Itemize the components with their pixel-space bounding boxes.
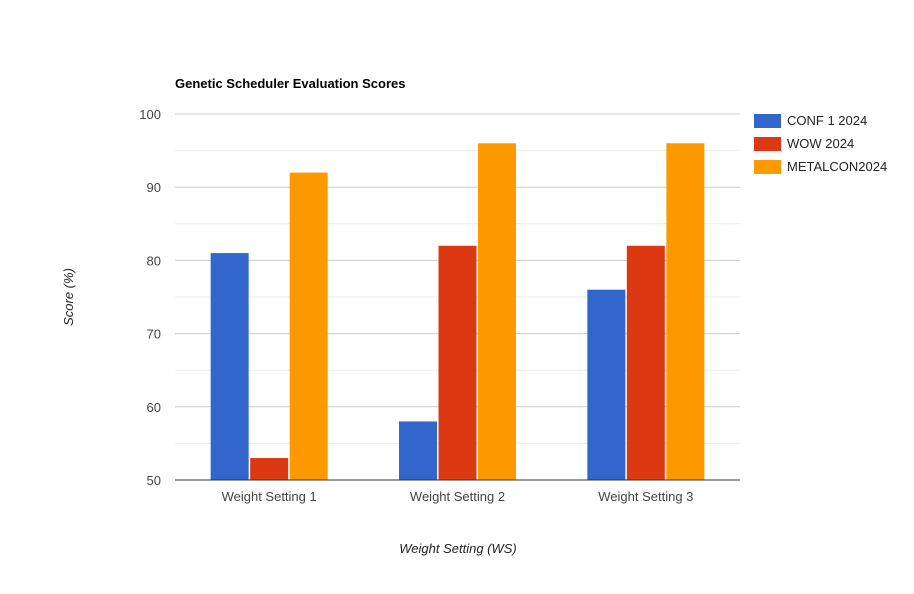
x-tick-label: Weight Setting 2 [410,489,505,504]
bar-wow-2024-2 [438,245,477,480]
y-tick-labels: 50 60 70 80 90 100 [139,107,161,488]
x-tick-label: Weight Setting 3 [598,489,693,504]
bar-wow-2024-3 [626,245,665,480]
bar-metalcon2024-1 [289,172,328,480]
legend-swatch [754,114,781,128]
bar-conf-1-2024-2 [399,421,437,480]
y-tick-label: 100 [139,107,161,122]
bar-wow-2024-1 [250,458,289,480]
y-tick-label: 80 [147,253,161,268]
bar-conf-1-2024-1 [210,253,249,480]
x-axis-title: Weight Setting (WS) [399,541,517,556]
legend: CONF 1 2024 WOW 2024 METALCON2024 [754,113,887,174]
y-axis-title: Score (%) [61,268,76,326]
legend-label: METALCON2024 [787,159,887,174]
legend-label: CONF 1 2024 [787,113,867,128]
y-tick-label: 60 [147,400,161,415]
bars [210,143,705,480]
legend-swatch [754,160,781,174]
x-tick-labels: Weight Setting 1 Weight Setting 2 Weight S… [222,489,694,504]
y-tick-label: 50 [147,473,161,488]
bar-metalcon2024-2 [478,143,516,480]
legend-label: WOW 2024 [787,136,854,151]
bar-conf-1-2024-3 [587,289,626,480]
legend-swatch [754,137,781,151]
chart-title: Genetic Scheduler Evaluation Scores [175,76,405,91]
y-tick-label: 90 [147,180,161,195]
bar-metalcon2024-3 [666,143,705,480]
y-tick-label: 70 [147,327,161,342]
x-tick-label: Weight Setting 1 [222,489,317,504]
